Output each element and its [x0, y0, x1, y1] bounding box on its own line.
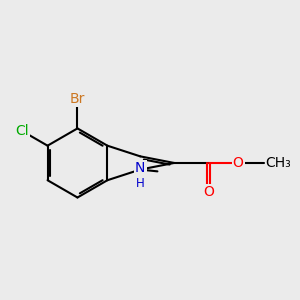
Text: Cl: Cl [15, 124, 29, 138]
Text: N: N [135, 161, 146, 175]
Text: H: H [136, 177, 145, 190]
Text: O: O [232, 156, 244, 170]
Text: O: O [203, 185, 214, 199]
Text: Br: Br [70, 92, 85, 106]
Text: CH₃: CH₃ [266, 156, 292, 170]
